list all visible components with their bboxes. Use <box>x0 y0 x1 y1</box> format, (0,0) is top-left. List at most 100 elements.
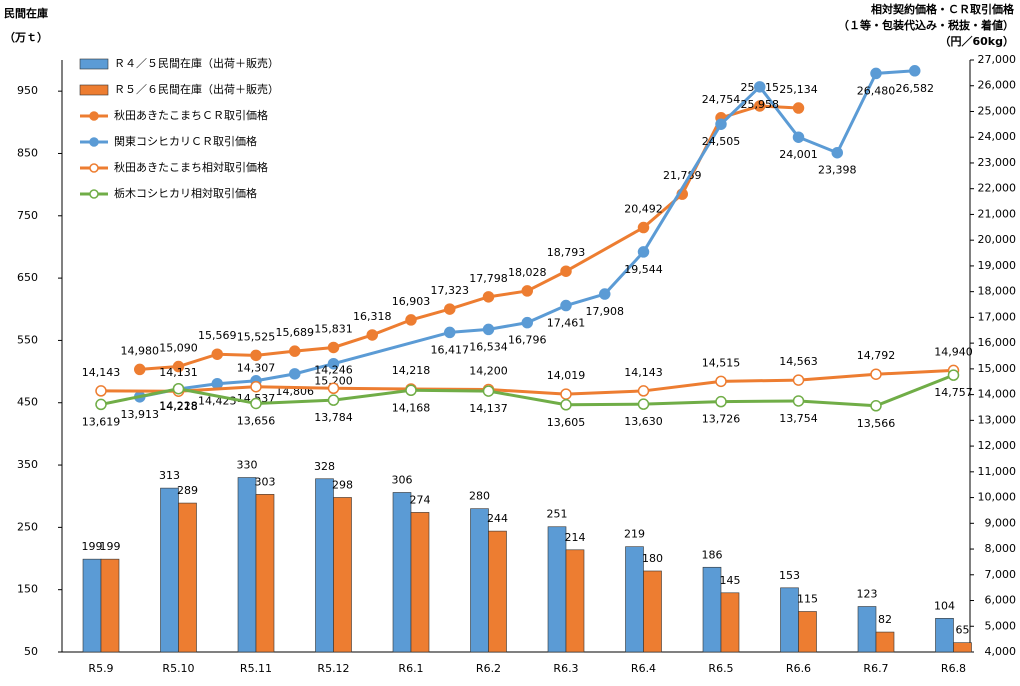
line <box>719 69 915 155</box>
y2-tick-label: 15,000 <box>978 362 1017 375</box>
line-value-label: 14,980 <box>121 344 160 357</box>
bar-value-label: 104 <box>934 599 955 612</box>
legend-swatch <box>79 84 109 96</box>
line-value-label: 16,318 <box>353 310 392 323</box>
bar-value-label: 313 <box>159 469 180 482</box>
legend-label: 秋田あきたこまちＣＲ取引価格 <box>114 108 268 122</box>
line-value-label: 14,218 <box>159 400 198 413</box>
line-value-label: 17,323 <box>431 284 470 297</box>
legend-swatch <box>79 58 109 70</box>
legend-marker <box>89 137 99 147</box>
y2-tick-label: 6,000 <box>985 594 1017 607</box>
line-marker <box>560 388 572 400</box>
line-value-label: 14,515 <box>702 356 741 369</box>
line-value-label: 24,754 <box>702 93 741 106</box>
y2-tick-label: 9,000 <box>985 516 1017 529</box>
legend-marker <box>89 163 99 173</box>
line-gap-connector <box>488 387 567 396</box>
line-marker <box>521 285 533 297</box>
y2-tick-label: 25,000 <box>978 104 1017 117</box>
y2-tick-label: 17,000 <box>978 310 1017 323</box>
bar <box>935 618 954 653</box>
line-marker <box>482 385 495 397</box>
bar-value-label: 298 <box>332 478 353 491</box>
bar-value-label: 214 <box>565 531 586 544</box>
y2-tick-label: 13,000 <box>978 413 1017 426</box>
line-value-label: 14,200 <box>469 364 508 377</box>
line-value-label: 13,913 <box>121 408 160 421</box>
line-gap-connector <box>643 379 722 393</box>
line-value-label: 18,793 <box>547 246 586 259</box>
line-marker <box>172 382 185 395</box>
bar-value-label: 280 <box>469 490 490 503</box>
legend-label: 関東コシヒカリＣＲ取引価格 <box>114 134 257 148</box>
line-value-label: 23,398 <box>818 164 857 177</box>
bar <box>625 546 644 653</box>
legend-label: Ｒ４／５民間在庫（出荷＋販売） <box>114 56 279 70</box>
line-value-label: 13,656 <box>237 414 276 427</box>
y2-tick-label: 27,000 <box>978 53 1017 66</box>
legend-label: Ｒ５／６民間在庫（出荷＋販売） <box>114 82 279 96</box>
line-marker <box>366 329 378 341</box>
line-value-label: 13,605 <box>547 416 586 429</box>
line-marker <box>482 291 495 303</box>
line-gap-connector <box>488 389 567 407</box>
bar <box>237 477 257 653</box>
bar <box>315 478 334 653</box>
line-value-label: 14,563 <box>779 355 818 368</box>
y-tick-label: 350 <box>17 458 38 471</box>
y2-tick-label: 7,000 <box>985 568 1017 581</box>
line-value-label: 14,228 <box>159 400 198 413</box>
line-value-label: 14,019 <box>547 369 586 382</box>
line-marker <box>250 349 262 362</box>
line-marker <box>792 374 805 386</box>
bar-value-label: 306 <box>392 473 413 486</box>
y2-axis-title: （円／60kg） <box>940 35 1015 48</box>
y2-tick-label: 20,000 <box>978 233 1017 246</box>
y2-axis-title: （１等・包装代込み・税抜・着値） <box>838 18 1014 32</box>
line-value-label: 17,798 <box>469 272 508 285</box>
line-gap-connector <box>565 389 644 396</box>
y2-tick-label: 22,000 <box>978 182 1017 195</box>
legend-label: 栃木コシヒカリ相対取引価格 <box>114 186 257 200</box>
x-tick-label: R5.10 <box>162 662 194 675</box>
line-marker <box>289 368 301 380</box>
x-tick-label: R6.8 <box>941 662 966 675</box>
line-marker <box>482 323 495 336</box>
line-value-label: 21,789 <box>663 169 702 182</box>
line-marker <box>172 360 185 373</box>
y-tick-label: 550 <box>17 333 38 346</box>
line-marker <box>637 221 650 234</box>
y2-axis-title: 相対契約価格・ＣＲ取引価格 <box>871 2 1015 16</box>
line <box>139 269 567 371</box>
line-value-label: 13,726 <box>702 413 741 426</box>
y-tick-label: 250 <box>17 520 38 533</box>
bar-value-label: 274 <box>410 493 431 506</box>
line-value-label: 14,940 <box>934 345 973 358</box>
bar <box>82 558 102 653</box>
line-marker <box>250 397 262 410</box>
y2-tick-label: 23,000 <box>978 156 1017 169</box>
line-marker <box>327 382 340 395</box>
line-gap-connector <box>565 226 645 273</box>
line-value-label: 14,131 <box>159 366 198 379</box>
bar-value-label: 123 <box>857 588 878 601</box>
line-gap-connector <box>720 399 799 404</box>
bar-value-label: 115 <box>797 592 818 605</box>
line-marker <box>715 118 727 130</box>
line-marker <box>792 102 805 114</box>
line-value-label: 18,028 <box>508 266 547 279</box>
y-tick-label: 50 <box>24 645 38 658</box>
line-value-label: 14,218 <box>392 364 431 377</box>
line-marker <box>211 377 223 390</box>
bar <box>100 558 120 653</box>
line-value-label: 15,569 <box>198 329 237 342</box>
bar <box>702 566 722 653</box>
bar-value-label: 199 <box>82 540 103 553</box>
bar <box>178 502 197 653</box>
bar <box>488 530 507 653</box>
bar-value-label: 65 <box>956 624 970 637</box>
line-value-label: 13,630 <box>624 415 663 428</box>
line-marker <box>560 299 572 312</box>
line-marker <box>405 384 417 397</box>
